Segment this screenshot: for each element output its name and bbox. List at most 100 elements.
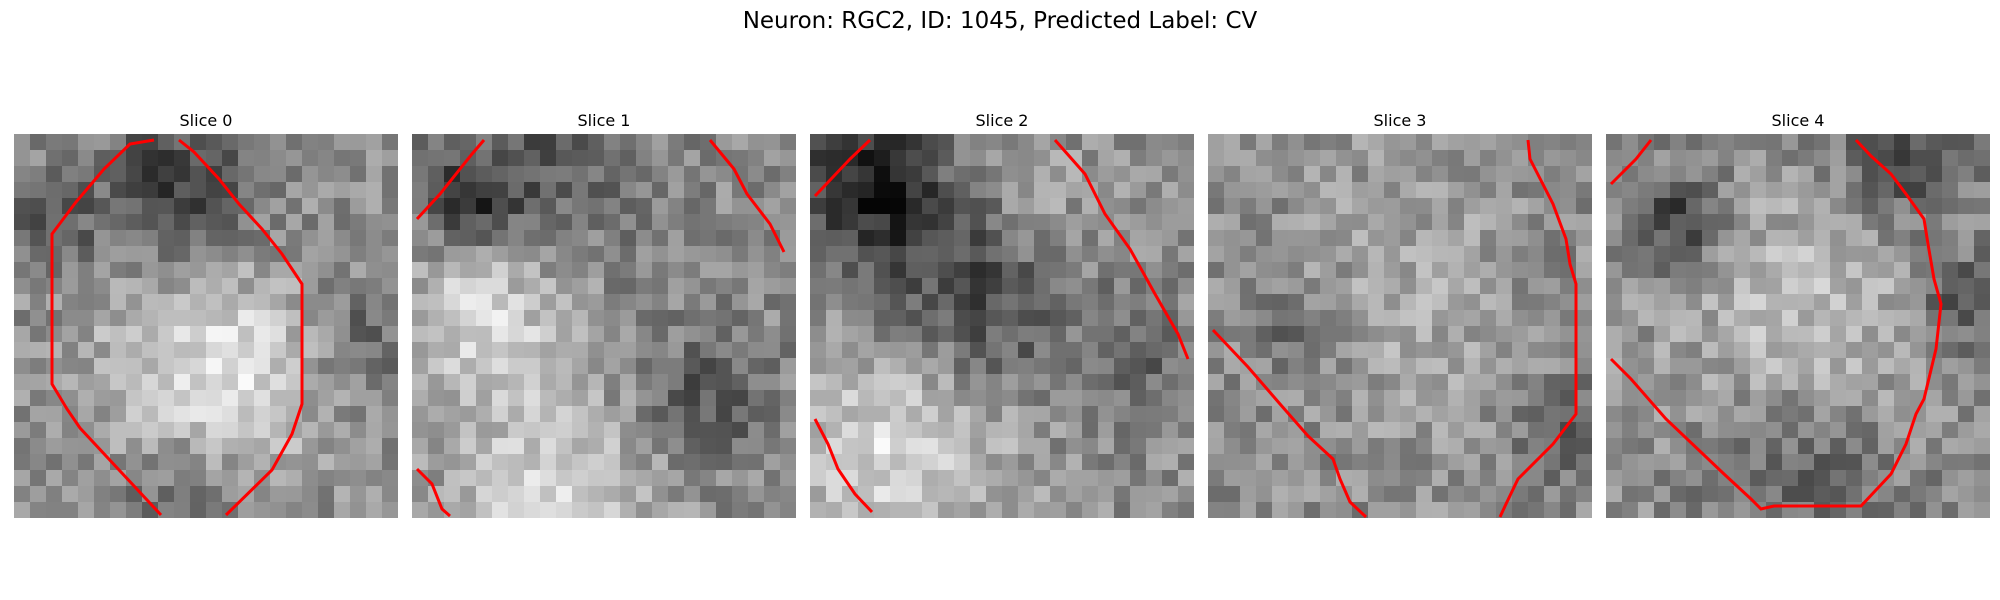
image-pixel: [684, 438, 701, 455]
image-pixel: [1114, 422, 1131, 439]
image-pixel: [94, 502, 111, 518]
image-pixel: [1846, 470, 1863, 487]
image-pixel: [1384, 150, 1401, 167]
image-pixel: [94, 310, 111, 327]
image-pixel: [206, 150, 223, 167]
image-pixel: [1576, 486, 1592, 503]
image-pixel: [1288, 438, 1305, 455]
image-pixel: [716, 262, 733, 279]
image-pixel: [842, 294, 859, 311]
image-pixel: [874, 214, 891, 231]
image-pixel: [668, 262, 685, 279]
image-pixel: [286, 182, 303, 199]
image-pixel: [1002, 358, 1019, 375]
image-pixel: [1846, 230, 1863, 247]
image-pixel: [1432, 374, 1449, 391]
image-pixel: [1400, 374, 1417, 391]
image-pixel: [350, 262, 367, 279]
image-pixel: [1798, 454, 1815, 471]
image-pixel: [906, 198, 923, 215]
image-pixel: [1464, 182, 1481, 199]
image-pixel: [382, 198, 398, 215]
image-pixel: [30, 470, 47, 487]
image-pixel: [1974, 326, 1990, 343]
image-pixel: [1146, 262, 1163, 279]
image-pixel: [1798, 134, 1815, 151]
image-pixel: [620, 166, 637, 183]
image-pixel: [604, 310, 621, 327]
image-pixel: [1926, 262, 1943, 279]
image-pixel: [842, 278, 859, 295]
image-pixel: [1336, 166, 1353, 183]
image-pixel: [1782, 454, 1799, 471]
image-pixel: [1162, 214, 1179, 231]
image-pixel: [222, 438, 239, 455]
image-pixel: [652, 342, 669, 359]
image-pixel: [286, 438, 303, 455]
image-pixel: [732, 262, 749, 279]
image-pixel: [1798, 470, 1815, 487]
image-pixel: [476, 342, 493, 359]
image-pixel: [1560, 390, 1577, 407]
image-pixel: [1018, 278, 1035, 295]
image-pixel: [780, 406, 796, 423]
image-pixel: [1336, 406, 1353, 423]
image-pixel: [636, 294, 653, 311]
image-pixel: [174, 166, 191, 183]
image-pixel: [158, 326, 175, 343]
image-pixel: [652, 294, 669, 311]
image-pixel: [1304, 246, 1321, 263]
image-pixel: [684, 262, 701, 279]
image-pixel: [732, 406, 749, 423]
image-pixel: [1750, 310, 1767, 327]
image-pixel: [460, 486, 477, 503]
image-pixel: [1512, 486, 1529, 503]
image-pixel: [748, 182, 765, 199]
image-pixel: [334, 150, 351, 167]
image-pixel: [842, 422, 859, 439]
image-pixel: [874, 182, 891, 199]
image-pixel: [428, 134, 445, 151]
image-pixel: [826, 262, 843, 279]
image-pixel: [986, 358, 1003, 375]
image-pixel: [444, 134, 461, 151]
image-pixel: [540, 326, 557, 343]
image-pixel: [110, 438, 127, 455]
image-pixel: [508, 454, 525, 471]
image-pixel: [1256, 470, 1273, 487]
image-pixel: [1018, 182, 1035, 199]
image-pixel: [238, 310, 255, 327]
image-pixel: [1576, 230, 1592, 247]
image-pixel: [1034, 422, 1051, 439]
image-pixel: [1114, 134, 1131, 151]
image-pixel: [1130, 214, 1147, 231]
image-pixel: [1702, 390, 1719, 407]
image-pixel: [1240, 262, 1257, 279]
image-pixel: [382, 342, 398, 359]
image-pixel: [1974, 198, 1990, 215]
image-pixel: [858, 454, 875, 471]
image-pixel: [556, 422, 573, 439]
image-pixel: [366, 134, 383, 151]
image-pixel: [1178, 294, 1194, 311]
image-pixel: [1448, 198, 1465, 215]
image-pixel: [874, 406, 891, 423]
image-pixel: [1544, 406, 1561, 423]
image-pixel: [1432, 422, 1449, 439]
image-pixel: [1718, 438, 1735, 455]
image-pixel: [1846, 246, 1863, 263]
image-pixel: [780, 294, 796, 311]
image-pixel: [1734, 438, 1751, 455]
image-pixel: [476, 502, 493, 518]
image-pixel: [334, 310, 351, 327]
image-pixel: [1622, 214, 1639, 231]
image-pixel: [1272, 294, 1289, 311]
image-pixel: [286, 374, 303, 391]
image-pixel: [444, 310, 461, 327]
image-pixel: [970, 502, 987, 518]
image-pixel: [732, 246, 749, 263]
image-pixel: [1272, 422, 1289, 439]
image-pixel: [970, 278, 987, 295]
image-pixel: [1336, 198, 1353, 215]
image-pixel: [890, 310, 907, 327]
